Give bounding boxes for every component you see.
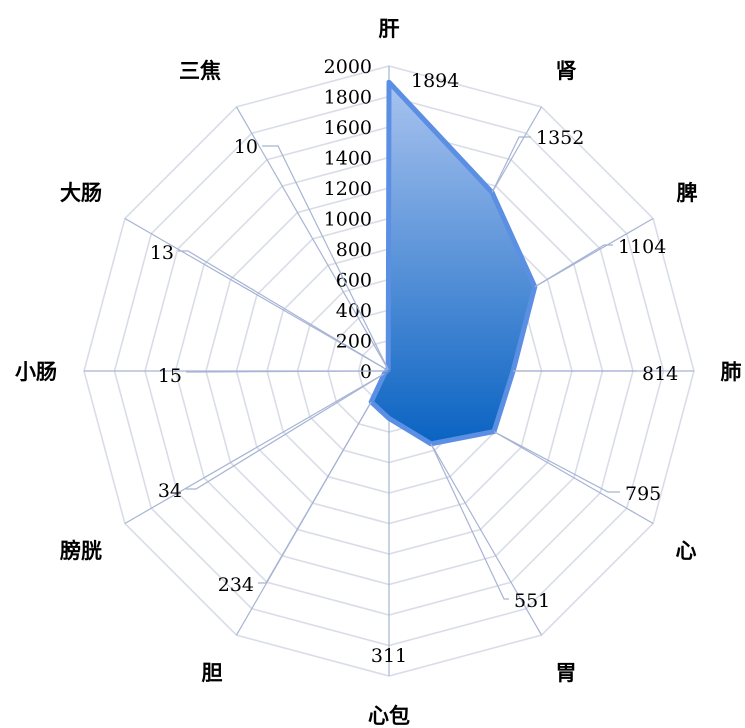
tick-label: 1800 (324, 87, 372, 109)
data-label: 1894 (411, 70, 459, 92)
radial-axis: 0 200 400 600 800 1000 1200 1400 1600 1800 2000 (324, 56, 372, 383)
leader-line (186, 373, 385, 490)
category-label: 心包 (368, 704, 410, 728)
tick-label: 1400 (324, 148, 372, 170)
category-label: 肺 (721, 360, 742, 384)
data-label: 13 (150, 242, 174, 264)
spoke-11 (235, 106, 390, 372)
data-label: 795 (625, 483, 661, 505)
data-label: 1104 (618, 236, 666, 258)
tick-label: 0 (360, 361, 372, 383)
tick-label: 2000 (324, 56, 372, 78)
tick-label: 1200 (324, 178, 372, 200)
category-label: 大肠 (60, 181, 102, 205)
tick-label: 600 (336, 270, 372, 292)
leader-line (493, 431, 620, 493)
leader-line (262, 145, 389, 370)
radar-series-area (368, 79, 538, 447)
tick-label: 1000 (324, 209, 372, 231)
category-label: 三焦 (179, 59, 221, 83)
category-label: 肾 (556, 59, 577, 83)
tick-label: 400 (336, 300, 372, 322)
radar-area-layer (368, 79, 538, 447)
leader-line (258, 401, 372, 584)
category-label: 胆 (202, 661, 223, 685)
data-label: 10 (234, 136, 258, 158)
data-label: 234 (218, 574, 254, 596)
data-label: 34 (158, 480, 182, 502)
category-label: 胃 (556, 661, 577, 685)
leader-line (178, 250, 388, 371)
category-label: 脾 (677, 181, 698, 205)
data-label: 814 (642, 363, 678, 385)
data-label: 15 (158, 365, 182, 387)
data-label: 1352 (536, 127, 584, 149)
leader-line (491, 136, 531, 193)
tick-label: 1600 (324, 117, 372, 139)
leader-line (430, 443, 509, 600)
leader-line (186, 370, 387, 373)
data-labels: 1894 1352 1104 814 795 551 311 234 34 15 13 10 (150, 70, 678, 667)
data-label: 551 (514, 590, 550, 612)
category-label: 心 (676, 539, 697, 563)
leader-line (534, 244, 613, 288)
tick-label: 200 (336, 331, 372, 353)
spoke-8 (124, 370, 390, 525)
category-label: 膀胱 (59, 539, 102, 563)
tick-label: 800 (336, 239, 372, 261)
spoke-10 (124, 217, 390, 372)
data-label: 311 (371, 645, 407, 667)
category-label: 小肠 (15, 360, 57, 384)
category-label: 肝 (379, 17, 400, 41)
